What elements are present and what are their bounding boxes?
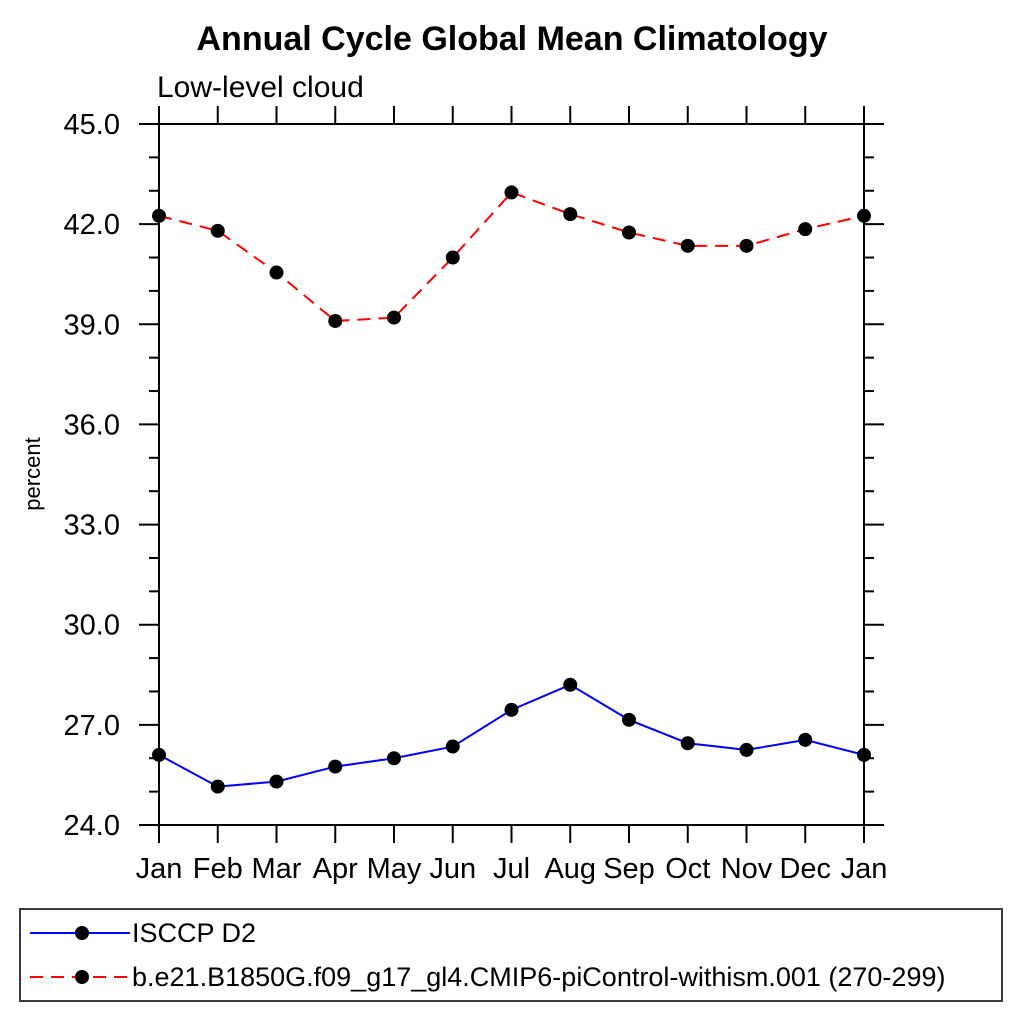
series-0-marker [798,732,813,747]
series-0-marker [857,747,871,762]
y-axis-title: percent [20,437,45,510]
series-0-marker [328,759,343,774]
chart-subtitle: Low-level cloud [157,71,364,104]
y-tick-label: 36.0 [64,409,120,441]
x-tick-label: Dec [779,853,831,885]
x-tick-label: Feb [193,853,243,885]
series-0-marker [269,774,284,789]
series-1-marker [152,208,166,223]
series-0-marker [210,779,225,794]
x-tick-label: Apr [313,853,358,885]
chart-title: Annual Cycle Global Mean Climatology [197,20,828,58]
y-tick-label: 45.0 [64,109,120,141]
legend-item-model: b.e21.B1850G.f09_g17_gl4.CMIP6-piControl… [26,955,1001,999]
x-tick-label: Oct [665,853,710,885]
series-0-marker [445,739,460,754]
x-tick-label: Jan [136,853,183,885]
series-1-marker [445,250,460,265]
annual-cycle-chart: Annual Cycle Global Mean Climatology Low… [20,20,888,885]
chart-legend: ISCCP D2 b.e21.B1850G.f09_g17_gl4.CMIP6-… [19,908,1003,1002]
legend-marker-icon [75,926,89,940]
legend-key-dashed-red [30,970,130,984]
plot-frame [158,123,865,826]
series-1-marker [328,313,343,328]
series-0-marker [563,677,578,692]
plot-axes: 24.0 27.0 30.0 33.0 36.0 39.0 42.0 45.0 Jan Feb Ma… [64,106,888,885]
series-line-1 [158,191,865,322]
series-0-marker [739,742,754,757]
x-tick-label: Jan [841,853,888,885]
y-tick-label: 27.0 [64,710,120,742]
series-0-marker [387,751,401,766]
legend-item-isccp: ISCCP D2 [26,911,1001,955]
y-tick-label: 42.0 [64,209,120,241]
legend-label: ISCCP D2 [132,917,257,948]
series-1-marker [210,223,225,238]
x-tick-label: May [367,853,422,885]
y-tick-label: 30.0 [64,610,120,642]
y-tick-label: 33.0 [64,510,120,542]
series-1-marker [857,208,871,223]
x-tick-label: Aug [544,853,596,885]
x-tick-label: Jul [493,853,530,885]
series-0-marker [680,736,695,751]
plot-series [152,185,871,794]
legend-label: b.e21.B1850G.f09_g17_gl4.CMIP6-piControl… [132,961,946,992]
series-1-marker [563,207,578,222]
x-tick-label: Jun [429,853,476,885]
series-1-marker [387,310,401,325]
series-0-marker [504,702,519,717]
legend-key-solid-blue [30,926,130,940]
series-1-marker [504,185,519,200]
series-1-marker [680,238,695,253]
series-1-marker [739,238,754,253]
series-1-marker [269,265,284,280]
legend-marker-icon [75,970,89,984]
y-tick-label: 39.0 [64,309,120,341]
series-line-0 [158,683,865,788]
x-tick-label: Mar [252,853,302,885]
series-0-marker [152,747,166,762]
x-tick-label: Sep [603,853,655,885]
x-tick-label: Nov [721,853,773,885]
series-1-marker [798,222,813,237]
series-0-marker [622,712,636,727]
y-tick-label: 24.0 [64,810,120,842]
series-1-marker [622,225,636,240]
